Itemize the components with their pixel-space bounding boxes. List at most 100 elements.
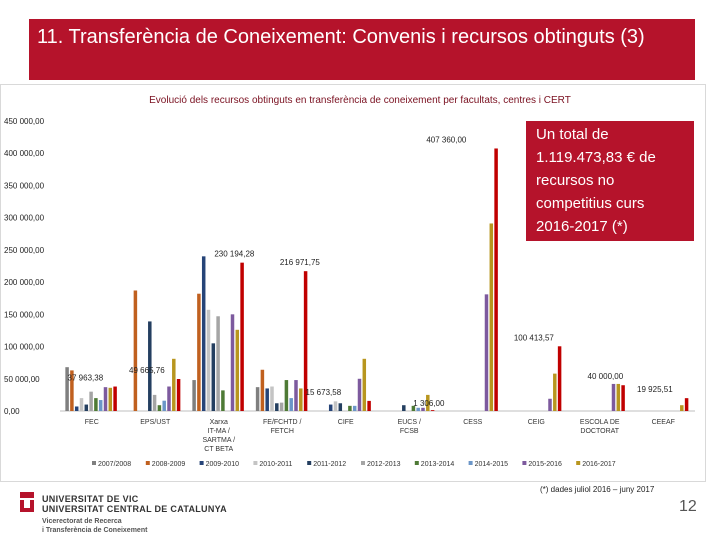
bar — [79, 398, 84, 411]
bar — [167, 386, 171, 411]
data-labels: 37 963,38 49 665,76 230 194,28 216 971,75 15… — [68, 135, 674, 408]
chart-title: Evolució dels recursos obtinguts en tran… — [149, 95, 571, 106]
x-tick-label: FEC — [85, 419, 99, 426]
bar — [352, 405, 357, 411]
legend-label: 2013-2014 — [421, 461, 455, 468]
bar — [230, 314, 235, 411]
legend-label: 2015-2016 — [528, 461, 562, 468]
logo-text-ucc: UNIVERSITAT CENTRAL DE CATALUNYA — [42, 504, 227, 514]
x-tick-label: CEEAF — [652, 419, 675, 426]
legend-swatch — [199, 461, 204, 465]
legend-label: 2007/2008 — [98, 461, 131, 468]
bar — [221, 390, 225, 411]
y-tick-label: 400 000,00 — [4, 149, 45, 158]
bar — [133, 290, 138, 411]
bar — [216, 316, 220, 411]
bar — [299, 388, 303, 411]
y-tick-label: 450 000,00 — [4, 117, 45, 126]
legend: 2007/2008 2008-2009 2009-2010 2010-2011 2011… — [92, 461, 616, 468]
y-tick-label: 200 000,00 — [4, 278, 45, 287]
legend-label: 2008-2009 — [152, 461, 186, 468]
bar — [197, 293, 201, 411]
bar — [494, 148, 498, 411]
data-label: 230 194,28 — [214, 250, 255, 259]
y-tick-label: 150 000,00 — [4, 310, 45, 319]
x-tick-label: EPS/UST — [140, 419, 171, 426]
legend-label: 2009-2010 — [206, 461, 240, 468]
bar — [201, 256, 206, 411]
x-tick-label: CESS — [463, 419, 482, 426]
bar — [152, 394, 157, 411]
bar — [348, 405, 352, 411]
x-tick-label-line: DOCTORAT — [580, 428, 619, 435]
bar — [176, 378, 181, 411]
legend-swatch — [414, 461, 419, 465]
bar — [211, 343, 216, 411]
data-label: 19 925,51 — [637, 385, 673, 394]
university-logo: UNIVERSITAT DE VIC UNIVERSITAT CENTRAL D… — [20, 492, 230, 538]
bar — [235, 329, 240, 411]
legend-label: 2014-2015 — [475, 461, 509, 468]
y-axis: 0,00 50 000,00 100 000,00 150 000,00 200 000… — [4, 117, 45, 416]
data-label: 37 963,38 — [68, 374, 104, 383]
bar — [162, 400, 166, 411]
x-tick-label-line: Xarxa — [210, 419, 228, 426]
bar — [294, 380, 298, 411]
x-tick-label: FE/FCHTD / FETCH — [263, 419, 302, 435]
x-tick-label: Xarxa IT-MA / SARTMA / CT BETA — [202, 419, 235, 453]
data-label: 216 971,75 — [280, 258, 321, 267]
data-label: 100 413,57 — [514, 333, 555, 342]
bar — [411, 405, 416, 411]
bar-series — [65, 148, 689, 411]
legend-swatch — [92, 461, 96, 465]
y-tick-label: 100 000,00 — [4, 343, 45, 352]
legend-label: 2016-2017 — [582, 461, 616, 468]
bar — [240, 262, 244, 411]
x-tick-label-line: CIFE — [338, 419, 354, 426]
total-callout: Un total de 1.119.473,83 € de recursos n… — [526, 121, 694, 241]
data-label: 407 360,00 — [426, 135, 467, 144]
bar — [402, 405, 406, 411]
legend-swatch — [253, 461, 258, 465]
data-label: 1 306,00 — [413, 399, 445, 408]
bar — [265, 388, 269, 411]
x-tick-label-line: CEEAF — [652, 419, 675, 426]
bar — [421, 407, 425, 411]
legend-swatch — [576, 461, 581, 465]
x-tick-label-line: ESCOLA DE — [580, 419, 620, 426]
x-axis: FEC EPS/UST Xarxa IT-MA / SARTMA / CT BETA FE/… — [60, 410, 695, 453]
bar — [84, 404, 89, 411]
x-tick-label-line: EPS/UST — [140, 419, 171, 426]
bar — [430, 410, 435, 411]
bar — [206, 309, 211, 411]
bar — [108, 387, 113, 411]
x-tick-label: EUCS / FCSB — [398, 419, 421, 435]
bar — [426, 394, 430, 411]
legend-label: 2011-2012 — [313, 461, 346, 468]
bar — [621, 385, 625, 411]
bar — [192, 380, 196, 411]
bar — [367, 400, 371, 411]
bar — [684, 398, 689, 411]
bar — [89, 391, 93, 411]
bar — [260, 369, 265, 411]
logo-text-uvic: UNIVERSITAT DE VIC — [42, 494, 139, 504]
x-tick-label: ESCOLA DE DOCTORAT — [580, 419, 620, 435]
uvic-logo-icon — [20, 492, 34, 512]
y-tick-label: 350 000,00 — [4, 181, 45, 190]
y-tick-label: 50 000,00 — [4, 375, 40, 384]
x-tick-label-line: EUCS / — [398, 419, 421, 426]
bar — [289, 398, 293, 411]
bar — [172, 358, 176, 411]
bar — [489, 223, 494, 411]
bar — [284, 380, 289, 411]
footnote: (*) dades juliol 2016 – juny 2017 — [540, 485, 655, 494]
bar — [74, 406, 79, 411]
legend-label: 2010-2011 — [259, 461, 292, 468]
x-tick-label-line: FEC — [85, 419, 99, 426]
x-tick-label-line: FETCH — [271, 428, 294, 435]
page-number: 12 — [679, 498, 697, 515]
legend-label: 2012-2013 — [367, 461, 401, 468]
x-tick-label-line: CESS — [463, 419, 482, 426]
bar — [484, 294, 489, 411]
